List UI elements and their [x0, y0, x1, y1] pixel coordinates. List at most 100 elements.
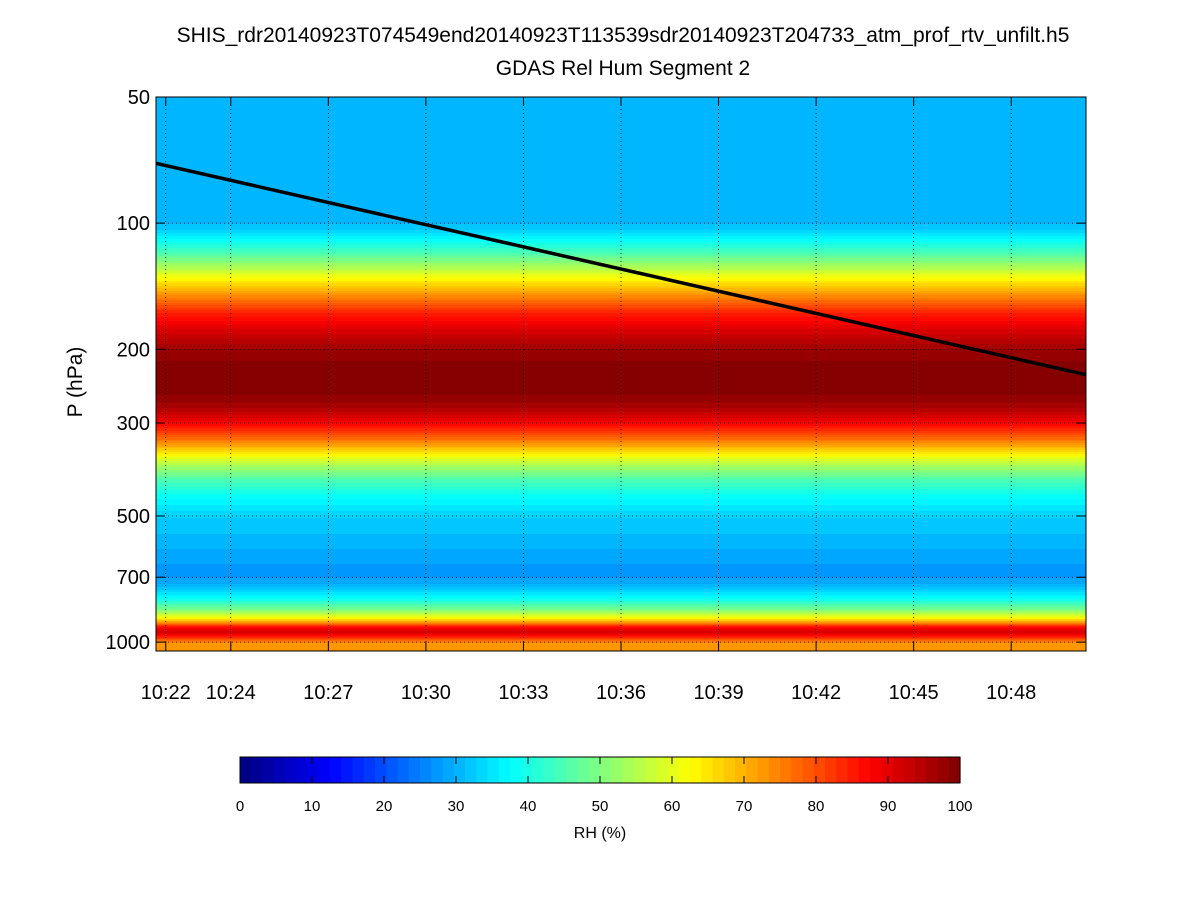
colorbar-cell [476, 757, 489, 783]
heatmap-row [156, 448, 1086, 450]
heatmap-row [156, 255, 1086, 257]
heatmap-row [156, 382, 1086, 384]
heatmap-row [156, 114, 1086, 116]
heatmap-row [156, 206, 1086, 208]
colorbar-cell [442, 757, 455, 783]
heatmap-row [156, 403, 1086, 405]
heatmap-row [156, 624, 1086, 626]
heatmap-row [156, 315, 1086, 317]
x-tick-label: 10:22 [141, 682, 191, 704]
heatmap-row [156, 362, 1086, 364]
colorbar-cell [633, 757, 646, 783]
x-tick-label: 10:42 [791, 682, 841, 704]
colorbar-cell [926, 757, 939, 783]
heatmap-row [156, 240, 1086, 242]
heatmap-row [156, 344, 1086, 346]
heatmap-row [156, 627, 1086, 629]
heatmap-row [156, 230, 1086, 232]
heatmap-row [156, 496, 1086, 498]
heatmap-row [156, 368, 1086, 370]
heatmap-row [156, 558, 1086, 560]
heatmap-row [156, 410, 1086, 412]
colorbar-cell [645, 757, 657, 783]
colorbar-cell [656, 757, 669, 783]
heatmap-row [156, 510, 1086, 512]
heatmap-row [156, 550, 1086, 552]
heatmap-row [156, 451, 1086, 453]
heatmap-row [156, 532, 1086, 534]
heatmap-row [156, 428, 1086, 430]
heatmap-row [156, 542, 1086, 544]
heatmap-row [156, 386, 1086, 388]
heatmap-row [156, 380, 1086, 382]
heatmap-row [156, 338, 1086, 340]
heatmap-row [156, 487, 1086, 489]
heatmap-row [156, 295, 1086, 297]
colorbar-cell [622, 757, 635, 783]
heatmap-row [156, 120, 1086, 122]
colorbar-cell [487, 757, 500, 783]
colorbar-cell [521, 757, 534, 783]
heatmap-row [156, 456, 1086, 458]
heatmap-row [156, 412, 1086, 414]
heatmap-row [156, 195, 1086, 197]
colorbar-cell [611, 757, 624, 783]
heatmap-row [156, 160, 1086, 162]
heatmap-row [156, 439, 1086, 441]
heatmap-row [156, 182, 1086, 184]
heatmap-row [156, 258, 1086, 260]
heatmap-row [156, 208, 1086, 210]
heatmap-row [156, 126, 1086, 128]
heatmap-row [156, 460, 1086, 462]
x-tick-label: 10:36 [596, 682, 646, 704]
heatmap-row [156, 588, 1086, 590]
x-tick-label: 10:45 [889, 682, 939, 704]
heatmap-row [156, 274, 1086, 276]
colorbar-cell [285, 757, 297, 783]
heatmap-row [156, 158, 1086, 160]
x-tick-label: 10:48 [986, 682, 1036, 704]
heatmap-row [156, 504, 1086, 506]
colorbar-cell [453, 757, 466, 783]
heatmap-row [156, 170, 1086, 172]
colorbar-ticks [239, 757, 961, 783]
heatmap-row [156, 414, 1086, 416]
heatmap-row [156, 507, 1086, 509]
colorbar-cell [847, 757, 860, 783]
heatmap-row [156, 480, 1086, 482]
heatmap-row [156, 323, 1086, 325]
heatmap-row [156, 564, 1086, 566]
heatmap-row [156, 484, 1086, 486]
heatmap-row [156, 576, 1086, 578]
heatmap-row [156, 583, 1086, 585]
heatmap-row [156, 578, 1086, 580]
heatmap-row [156, 606, 1086, 608]
heatmap-row [156, 431, 1086, 433]
heatmap-row [156, 452, 1086, 454]
chart-subtitle: GDAS Rel Hum Segment 2 [496, 57, 750, 80]
heatmap-row [156, 494, 1086, 496]
colorbar-cell [318, 757, 331, 783]
colorbar-cell [296, 757, 309, 783]
heatmap-row [156, 294, 1086, 296]
y-tick-label: 50 [128, 87, 150, 109]
heatmap-row [156, 132, 1086, 134]
heatmap-row [156, 467, 1086, 469]
heatmap-row [156, 351, 1086, 353]
heatmap-row [156, 319, 1086, 321]
heatmap-row [156, 204, 1086, 206]
heatmap-row [156, 404, 1086, 406]
heatmap-row [156, 607, 1086, 609]
y-tick-label: 100 [117, 213, 150, 235]
heatmap-row [156, 318, 1086, 320]
heatmap-row [156, 592, 1086, 594]
heatmap-row [156, 479, 1086, 481]
colorbar [240, 757, 961, 783]
heatmap-row [156, 426, 1086, 428]
heatmap-row [156, 506, 1086, 508]
heatmap-row [156, 587, 1086, 589]
heatmap-row [156, 243, 1086, 245]
colorbar-cell [532, 757, 545, 783]
heatmap-row [156, 146, 1086, 148]
heatmap-row [156, 279, 1086, 281]
